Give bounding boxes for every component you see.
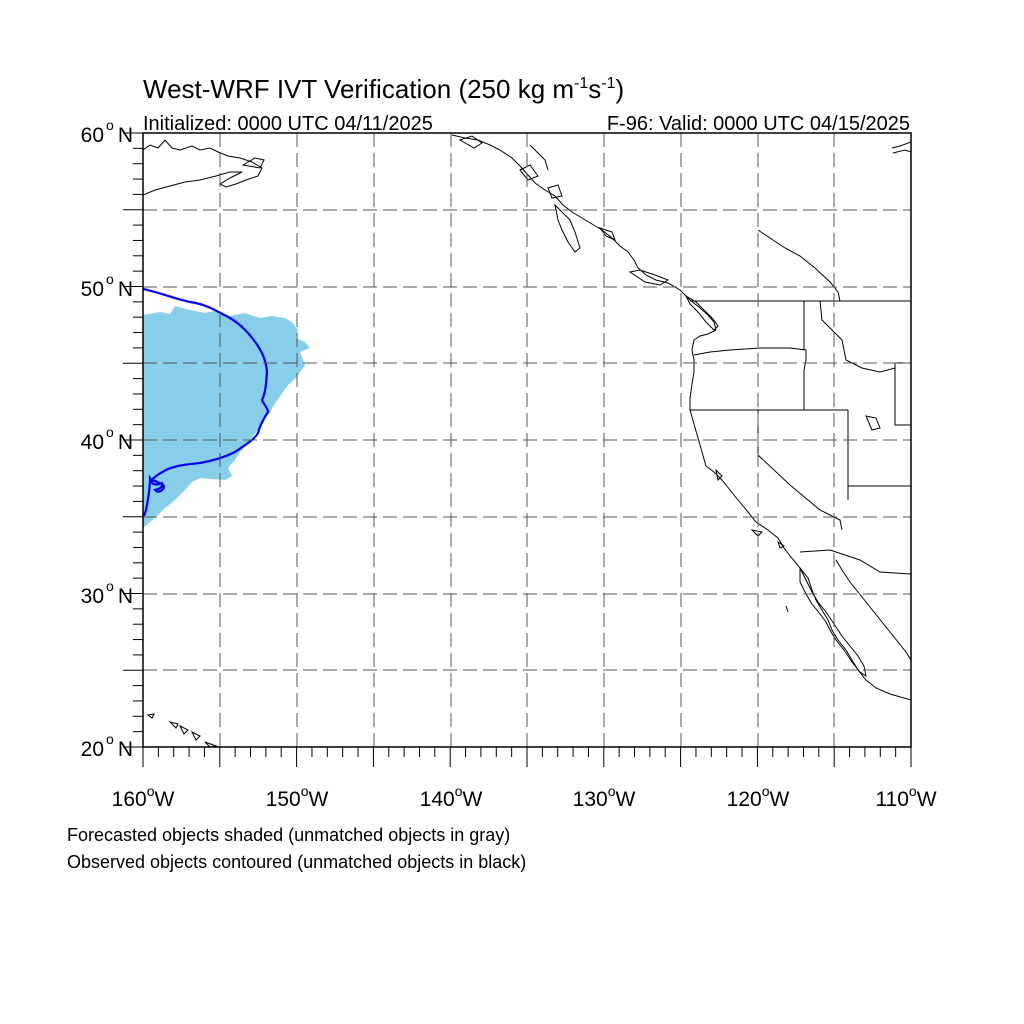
lat-suffix-20: N	[118, 738, 133, 761]
initialized-label: Initialized: 0000 UTC 04/11/2025	[143, 113, 433, 135]
lat-label-30: 30	[81, 585, 104, 608]
latitude-labels: 60 o N 50 o N 40 o N 30 o N 20 o N	[81, 117, 133, 761]
lon-label-130: 130oW	[573, 783, 636, 811]
figure-title: West-WRF IVT Verification (250 kg m-1s-1…	[143, 74, 624, 104]
lon-label-150: 150oW	[266, 783, 329, 811]
lon-label-120: 120oW	[727, 783, 790, 811]
lon-label-110: 110oW	[875, 783, 936, 811]
lat-label-40: 40	[81, 431, 104, 454]
valid-label: F-96: Valid: 0000 UTC 04/15/2025	[607, 113, 910, 135]
observed-ivt-contour	[143, 287, 270, 517]
map-area	[123, 132, 912, 767]
lon-label-160: 160oW	[112, 783, 175, 811]
lat-degree-50: o	[106, 271, 114, 287]
lat-label-50: 50	[81, 278, 104, 301]
lat-suffix-50: N	[118, 278, 133, 301]
lat-degree-20: o	[106, 731, 114, 747]
lat-suffix-60: N	[118, 124, 133, 147]
lat-degree-30: o	[106, 578, 114, 594]
note-observed: Observed objects contoured (unmatched ob…	[67, 852, 527, 872]
forecast-ivt-object	[143, 306, 310, 528]
lat-label-60: 60	[81, 124, 104, 147]
lon-label-140: 140oW	[420, 783, 483, 811]
longitude-labels: 160oW 150oW 140oW 130oW 120oW 110oW	[112, 783, 937, 811]
lat-degree-40: o	[106, 424, 114, 440]
gridlines	[143, 133, 911, 747]
lat-degree-60: o	[106, 117, 114, 133]
lat-suffix-40: N	[118, 431, 133, 454]
lat-label-20: 20	[81, 738, 104, 761]
lat-suffix-30: N	[118, 585, 133, 608]
axis-ticks	[123, 132, 912, 767]
note-forecast: Forecasted objects shaded (unmatched obj…	[67, 825, 511, 845]
coastlines	[143, 134, 911, 747]
